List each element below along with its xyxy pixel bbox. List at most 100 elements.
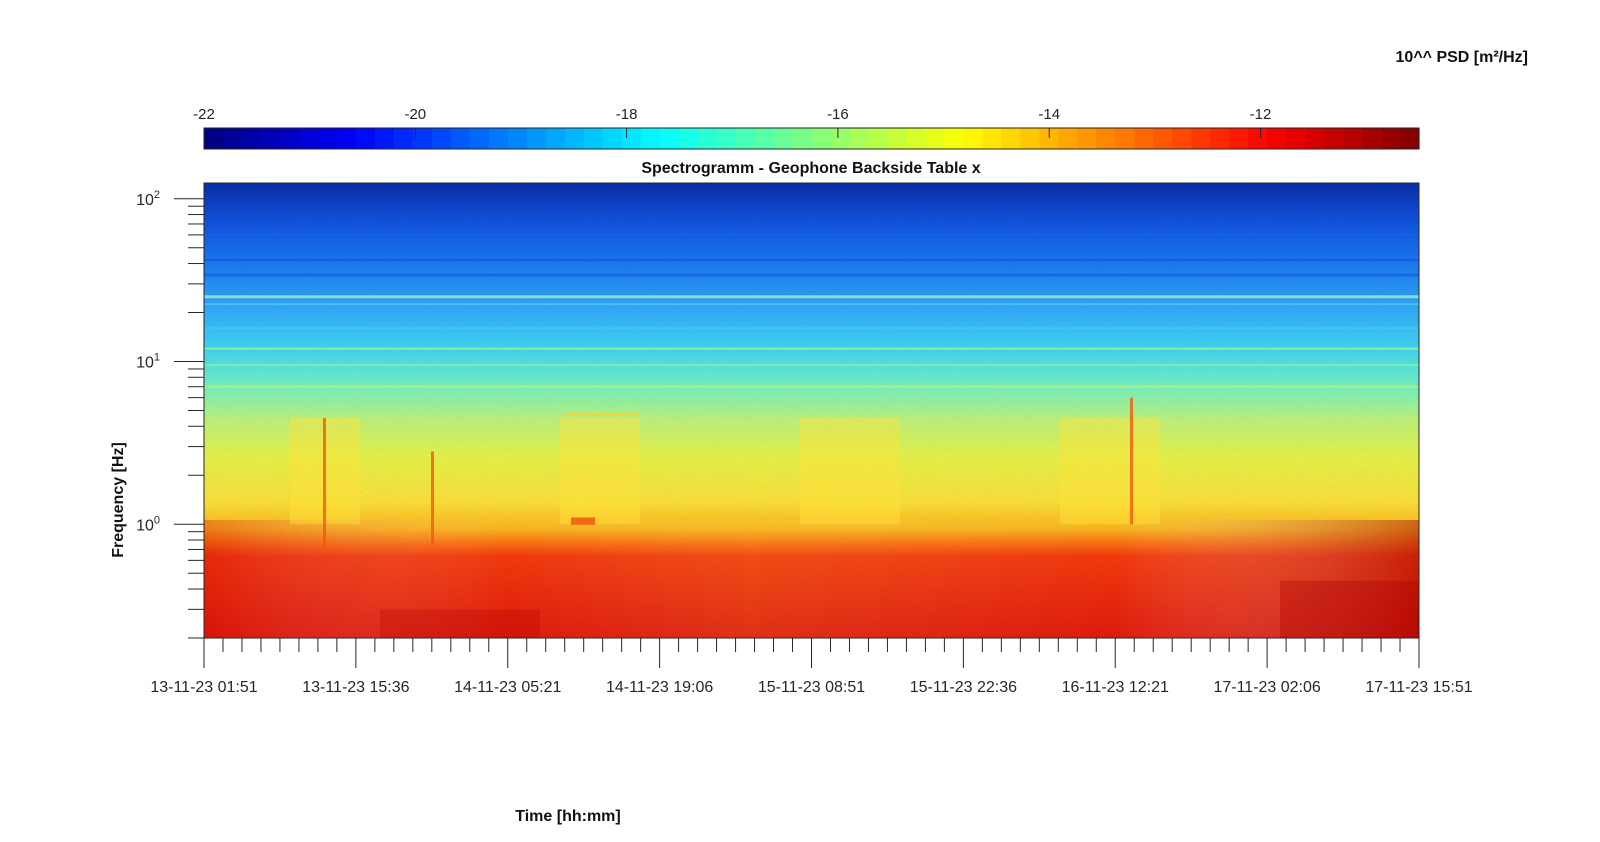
colorbar-cell bbox=[678, 128, 699, 149]
frequency-band-line bbox=[204, 259, 1419, 262]
activity-patch bbox=[560, 417, 640, 525]
colorbar-cell bbox=[1039, 128, 1059, 149]
frequency-band-line bbox=[204, 327, 1419, 330]
frequency-band-line bbox=[204, 347, 1419, 350]
colorbar-cell bbox=[925, 128, 945, 149]
colorbar-cell bbox=[260, 128, 281, 149]
chart-title: Spectrogramm - Geophone Backside Table x bbox=[641, 160, 980, 177]
colorbar-cell bbox=[982, 128, 1002, 149]
colorbar-cell bbox=[298, 128, 319, 149]
colorbar-cell bbox=[1191, 128, 1211, 149]
colorbar-cell bbox=[526, 128, 547, 149]
colorbar-cell bbox=[811, 128, 832, 149]
colorbar-cell bbox=[469, 128, 490, 149]
colorbar-cell bbox=[393, 128, 414, 149]
activity-patch bbox=[800, 417, 900, 525]
x-tick-label: 16-11-23 12:21 bbox=[1062, 679, 1169, 696]
colorbar-cell bbox=[1305, 128, 1325, 149]
colorbar-cell bbox=[1267, 128, 1287, 149]
y-axis-label: Frequency [Hz] bbox=[110, 442, 127, 558]
colorbar-cell bbox=[583, 128, 604, 149]
colorbar-cell bbox=[374, 128, 395, 149]
frequency-band-line bbox=[204, 385, 1419, 388]
colorbar-cell bbox=[431, 128, 452, 149]
colorbar-cell bbox=[241, 128, 262, 149]
colorbar-cell bbox=[1153, 128, 1173, 149]
x-tick-label: 17-11-23 15:51 bbox=[1365, 679, 1472, 696]
colorbar-cell bbox=[716, 128, 737, 149]
colorbar-cell bbox=[735, 128, 756, 149]
colorbar-cell bbox=[659, 128, 680, 149]
colorbar-cell bbox=[1229, 128, 1249, 149]
x-tick-label: 15-11-23 08:51 bbox=[758, 679, 865, 696]
colorbar-cell bbox=[830, 128, 851, 149]
colorbar-tick-label: -20 bbox=[404, 106, 426, 123]
frequency-band-line bbox=[204, 295, 1419, 299]
high-energy-region bbox=[1280, 580, 1419, 638]
colorbar-cell bbox=[697, 128, 718, 149]
colorbar-cell bbox=[944, 128, 964, 149]
y-tick-label: 102 bbox=[136, 189, 160, 209]
colorbar-cell bbox=[640, 128, 661, 149]
x-tick-label: 14-11-23 19:06 bbox=[606, 679, 713, 696]
narrowband-blob bbox=[571, 517, 595, 525]
colorbar-cell bbox=[1096, 128, 1116, 149]
colorbar-tick-label: -18 bbox=[616, 106, 638, 123]
transient-spike bbox=[1130, 397, 1133, 525]
colorbar-cell bbox=[545, 128, 566, 149]
colorbar-cell bbox=[336, 128, 357, 149]
colorbar-cell bbox=[1381, 128, 1401, 149]
colorbar-cell bbox=[906, 128, 927, 149]
spectrogram-plot-area bbox=[204, 183, 1419, 638]
colorbar-cell bbox=[1172, 128, 1192, 149]
colorbar-cell bbox=[488, 128, 509, 149]
colorbar-cell bbox=[849, 128, 870, 149]
colorbar-cell bbox=[1400, 128, 1420, 149]
colorbar-cell bbox=[564, 128, 585, 149]
frequency-band-line bbox=[204, 213, 1419, 216]
transient-spike bbox=[431, 451, 434, 545]
colorbar-cell bbox=[602, 128, 623, 149]
colorbar-tick-label: -14 bbox=[1038, 106, 1060, 123]
x-tick-label: 14-11-23 05:21 bbox=[454, 679, 561, 696]
y-axis: 100 101 102 bbox=[136, 189, 204, 639]
y-tick-label: 100 bbox=[136, 514, 160, 534]
x-tick-label: 15-11-23 22:36 bbox=[910, 679, 1017, 696]
colorbar-cell bbox=[222, 128, 243, 149]
colorbar-cell bbox=[1115, 128, 1135, 149]
transient-spike bbox=[323, 417, 326, 550]
colorbar-cell bbox=[963, 128, 983, 149]
colorbar-cell bbox=[1286, 128, 1306, 149]
x-axis-label: Time [hh:mm] bbox=[515, 808, 620, 825]
high-energy-region bbox=[380, 609, 540, 638]
colorbar-cell bbox=[1020, 128, 1040, 149]
colorbar-cell bbox=[1324, 128, 1344, 149]
colorbar-cell bbox=[868, 128, 889, 149]
colorbar-cell bbox=[412, 128, 433, 149]
colorbar-tick-label: -12 bbox=[1250, 106, 1272, 123]
colorbar-cell bbox=[773, 128, 794, 149]
colorbar-cell bbox=[1343, 128, 1363, 149]
x-tick-label: 17-11-23 02:06 bbox=[1213, 679, 1320, 696]
colorbar: -22 -20 -18 -16 -14 -12 bbox=[193, 106, 1420, 150]
colorbar-cell bbox=[279, 128, 300, 149]
activity-patch bbox=[1060, 417, 1160, 525]
colorbar-label: 10^^ PSD [m²/Hz] bbox=[1396, 49, 1528, 66]
frequency-band-line bbox=[204, 273, 1419, 277]
x-tick-label: 13-11-23 15:36 bbox=[302, 679, 409, 696]
colorbar-cell bbox=[204, 128, 224, 149]
colorbar-cell bbox=[1134, 128, 1154, 149]
colorbar-cell bbox=[355, 128, 376, 149]
colorbar-tick-label: -16 bbox=[827, 106, 849, 123]
colorbar-cell bbox=[1248, 128, 1268, 149]
colorbar-cell bbox=[887, 128, 908, 149]
horizontal-frequency-bands bbox=[204, 213, 1419, 388]
colorbar-cells bbox=[204, 128, 1420, 149]
x-tick-label: 13-11-23 01:51 bbox=[150, 679, 257, 696]
colorbar-cell bbox=[1210, 128, 1230, 149]
y-tick-label: 101 bbox=[136, 352, 160, 372]
frequency-band-line bbox=[204, 233, 1419, 236]
colorbar-cell bbox=[621, 128, 642, 149]
colorbar-cell bbox=[1058, 128, 1078, 149]
